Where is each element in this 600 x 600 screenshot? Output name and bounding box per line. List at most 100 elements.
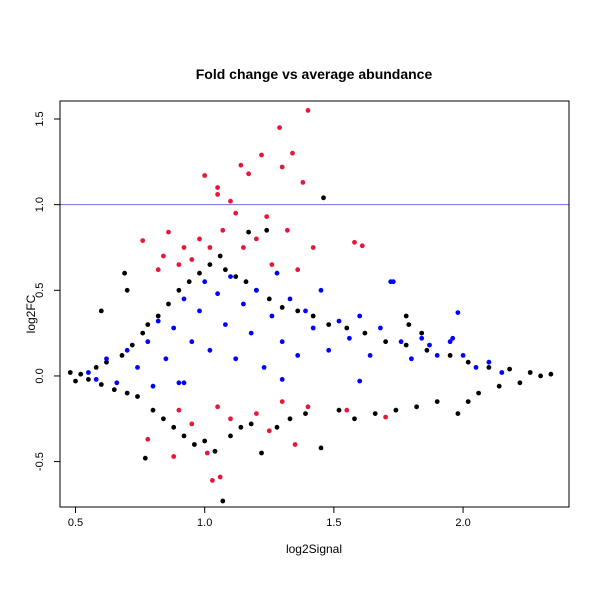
data-point-series-1 (220, 498, 226, 504)
data-point-series-1 (318, 445, 324, 451)
data-point-series-2 (390, 279, 396, 285)
data-point-series-3 (233, 210, 239, 216)
chart-title: Fold change vs average abundance (196, 66, 433, 82)
data-point-series-1 (476, 390, 481, 396)
data-point-series-3 (305, 108, 311, 113)
data-point-series-3 (155, 267, 161, 273)
data-point-series-2 (215, 291, 221, 297)
data-point-series-1 (129, 342, 135, 348)
data-point-series-3 (359, 243, 365, 249)
data-point-series-3 (238, 162, 244, 168)
data-point-series-1 (119, 353, 125, 358)
data-point-series-3 (277, 125, 282, 130)
data-point-series-2 (223, 322, 228, 327)
data-point-series-1 (393, 407, 399, 413)
data-point-series-1 (207, 262, 213, 267)
data-point-series-3 (228, 416, 233, 422)
data-point-series-1 (98, 308, 104, 314)
data-point-series-1 (248, 421, 254, 427)
data-point-series-1 (192, 442, 197, 447)
data-point-series-1 (171, 424, 177, 430)
data-point-series-2 (409, 356, 414, 362)
data-point-series-1 (166, 301, 171, 307)
data-point-series-2 (269, 313, 275, 319)
data-point-series-1 (122, 270, 127, 276)
data-point-series-2 (279, 339, 285, 345)
y-tick-label: 1.0 (34, 197, 46, 212)
data-point-series-1 (150, 407, 156, 413)
data-point-series-2 (124, 347, 130, 353)
data-point-series-2 (318, 287, 324, 293)
data-point-series-1 (344, 325, 350, 331)
data-point-series-2 (473, 365, 479, 370)
data-point-series-3 (217, 474, 223, 480)
data-point-series-1 (181, 433, 187, 439)
data-point-series-1 (246, 229, 252, 235)
data-point-series-1 (287, 416, 293, 422)
x-axis-label: log2Signal (286, 542, 342, 556)
data-point-series-3 (189, 257, 195, 262)
data-point-series-2 (419, 335, 425, 341)
data-point-series-3 (215, 404, 221, 410)
data-point-series-1 (496, 383, 502, 389)
data-point-series-2 (135, 365, 140, 370)
x-tick-label: 1.0 (197, 517, 212, 529)
data-point-series-1 (73, 378, 78, 384)
data-point-series-3 (279, 164, 285, 170)
data-point-series-1 (362, 330, 368, 336)
data-point-series-1 (321, 195, 326, 201)
data-point-series-1 (295, 308, 301, 314)
data-point-series-2 (176, 380, 182, 386)
data-point-series-2 (347, 335, 352, 341)
y-tick-label: 1.5 (34, 111, 46, 126)
data-point-series-3 (215, 185, 221, 190)
data-point-series-1 (155, 313, 161, 319)
data-point-series-3 (352, 239, 357, 245)
data-point-series-2 (295, 353, 301, 358)
data-point-series-3 (241, 245, 246, 250)
data-point-series-1 (243, 279, 249, 285)
data-point-series-1 (212, 448, 218, 454)
y-tick-label: 0.0 (34, 368, 46, 383)
data-point-series-1 (403, 342, 409, 348)
data-point-series-1 (527, 370, 533, 375)
y-axis: -0.5 0.0 0.5 1.0 1.5 (34, 111, 61, 471)
data-point-series-1 (517, 380, 523, 386)
data-point-series-3 (207, 245, 213, 250)
data-point-series-1 (266, 296, 272, 302)
data-point-series-3 (210, 478, 215, 483)
data-point-series-3 (140, 238, 146, 244)
data-point-series-1 (124, 390, 130, 396)
data-point-series-1 (197, 270, 202, 276)
data-point-series-2 (189, 339, 195, 345)
data-point-series-3 (215, 192, 221, 197)
x-tick-label: 1.5 (326, 517, 341, 529)
data-point-series-3 (171, 454, 177, 459)
data-point-series-2 (197, 308, 202, 314)
data-point-series-3 (181, 245, 187, 250)
data-point-series-3 (202, 173, 208, 178)
data-point-series-1 (507, 366, 512, 372)
data-point-series-1 (111, 387, 117, 393)
data-point-series-3 (220, 227, 226, 233)
data-point-series-3 (176, 262, 182, 267)
data-point-series-3 (259, 152, 264, 158)
data-point-series-2 (450, 335, 456, 341)
data-point-series-2 (104, 356, 109, 362)
data-point-series-1 (259, 450, 264, 456)
data-point-series-1 (310, 313, 316, 319)
data-point-series-1 (326, 322, 332, 327)
data-point-series-2 (155, 318, 161, 324)
data-point-series-3 (264, 214, 270, 220)
data-point-series-1 (383, 339, 388, 345)
data-point-series-1 (372, 411, 378, 416)
data-point-series-1 (228, 433, 233, 439)
data-point-series-1 (98, 382, 104, 387)
data-point-series-2 (207, 347, 213, 353)
points-layer (67, 108, 554, 504)
data-point-series-3 (166, 229, 171, 235)
data-point-series-1 (176, 287, 182, 293)
data-point-series-3 (305, 404, 311, 410)
